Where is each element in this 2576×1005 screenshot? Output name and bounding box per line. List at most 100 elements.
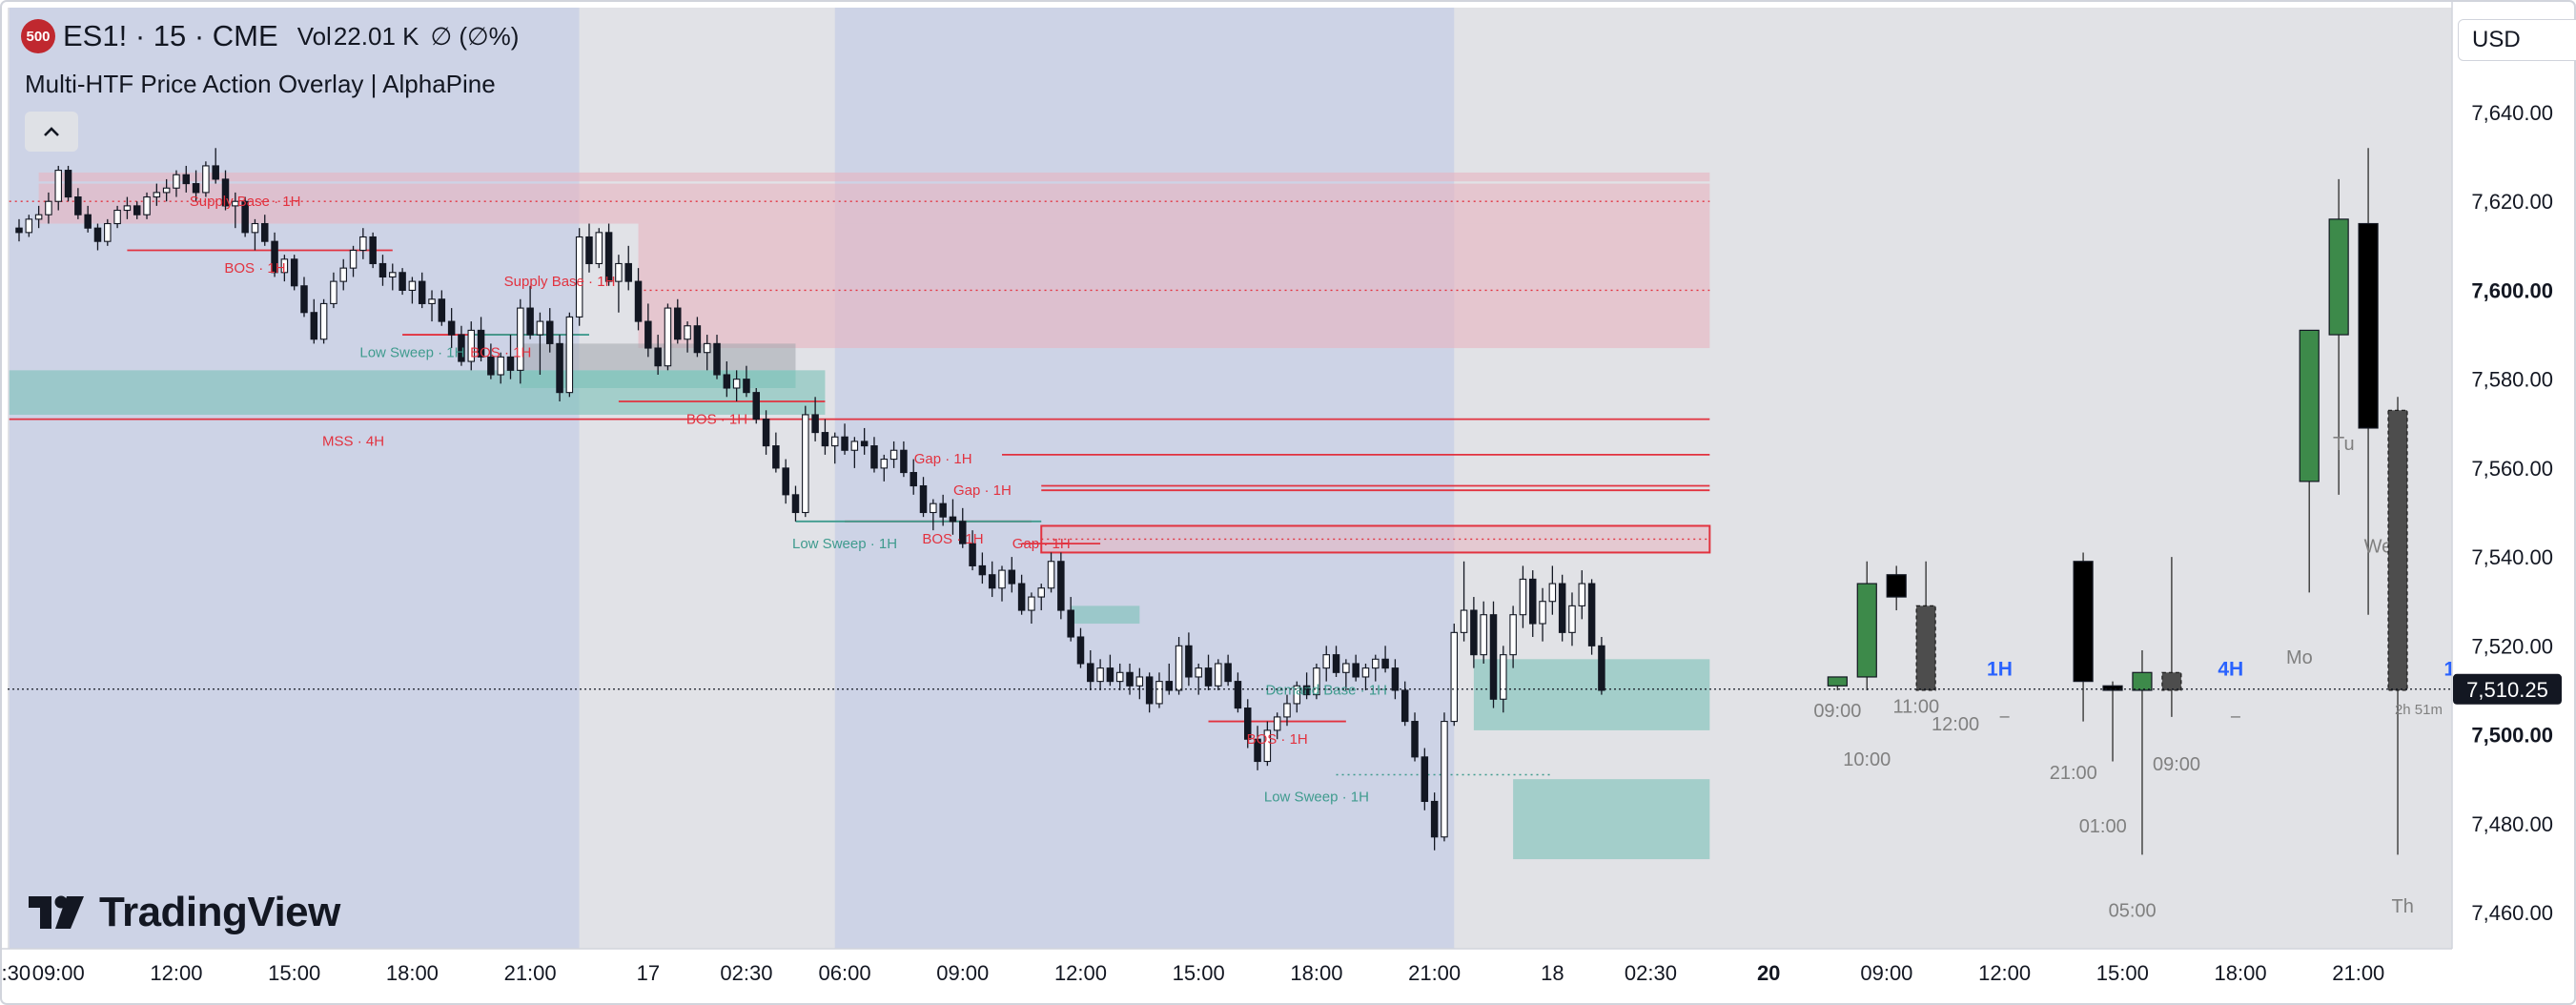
candle	[123, 196, 132, 219]
candle-body	[447, 320, 456, 336]
candle-body	[1578, 583, 1586, 606]
candle-body	[1302, 685, 1311, 696]
candle	[1470, 597, 1478, 668]
candle-body	[1539, 601, 1546, 625]
candle-body	[497, 356, 504, 376]
candle	[1293, 681, 1301, 713]
candle-body	[634, 280, 643, 322]
price-axis	[2452, 0, 2576, 1005]
candle	[1195, 663, 1202, 695]
candle	[723, 361, 731, 398]
candle-body	[1135, 676, 1144, 687]
candle-body	[221, 178, 230, 207]
candle-body	[565, 316, 574, 394]
candle-body	[949, 516, 957, 523]
candle-body	[782, 467, 789, 496]
candle	[1313, 663, 1320, 700]
price-tick-label: 7,560.00	[2471, 457, 2553, 481]
candle-body	[399, 272, 406, 291]
currency-selector[interactable]: USD	[2458, 19, 2576, 61]
time-tick-label: 21:00	[1408, 961, 1461, 985]
time-tick-label: 15:00	[268, 961, 320, 985]
price-tick-label: 7,480.00	[2471, 812, 2553, 836]
candle	[1135, 667, 1144, 700]
session-shade	[9, 8, 580, 949]
candle-body	[732, 379, 741, 389]
candle	[143, 192, 151, 219]
candle	[54, 165, 62, 211]
candle	[743, 365, 750, 398]
candle-body	[644, 320, 652, 349]
candle-body	[1598, 645, 1605, 691]
time-tick-label: 17	[637, 961, 660, 985]
time-tick-label: 12:00	[1054, 961, 1107, 985]
symbol-title[interactable]: ES1! · 15 · CME	[63, 19, 278, 52]
candle-body	[1215, 663, 1222, 687]
candle-body	[418, 280, 426, 304]
indicator-title[interactable]: Multi-HTF Price Action Overlay | AlphaPi…	[25, 70, 496, 98]
htf-time-label: 09:00	[2153, 754, 2200, 775]
zone-label: BOS · 1H	[224, 260, 285, 277]
time-tick-label: 18:00	[2215, 961, 2267, 985]
candle	[221, 170, 230, 211]
indicator-legend[interactable]: Multi-HTF Price Action Overlay | AlphaPi…	[25, 70, 496, 99]
candle-body	[369, 236, 377, 265]
htf-candle	[1915, 605, 1936, 691]
price-tick-label: 7,580.00	[2471, 368, 2553, 392]
candle	[1558, 574, 1566, 642]
collapse-legend-button[interactable]	[25, 112, 78, 152]
candle-body	[153, 192, 161, 198]
candle	[1441, 712, 1448, 842]
candle	[860, 427, 869, 455]
tradingview-logo[interactable]: TradingView	[27, 889, 340, 936]
htf-time-label: Mo	[2286, 647, 2313, 668]
candle-body	[487, 356, 495, 376]
candle	[1017, 574, 1026, 615]
candle-body	[1204, 667, 1213, 687]
candle	[349, 245, 358, 277]
candle	[25, 215, 33, 237]
candle-body	[526, 307, 534, 336]
candle-body	[703, 342, 711, 354]
candle-body	[910, 471, 917, 487]
candle	[1460, 561, 1468, 642]
candle	[1224, 654, 1232, 687]
candle-body	[241, 200, 249, 234]
candle-body	[802, 414, 809, 514]
candle	[1450, 624, 1459, 727]
candle-body	[830, 436, 839, 447]
candle-body	[1587, 583, 1596, 646]
htf-time-label: We	[2364, 536, 2393, 557]
htf-candle	[2073, 561, 2094, 683]
candle-body	[202, 165, 210, 194]
candle	[585, 223, 593, 273]
candle	[477, 317, 485, 362]
candle-body	[1352, 663, 1360, 678]
candle	[260, 215, 269, 246]
supply-zone	[638, 223, 1710, 349]
candles-layer	[15, 148, 1605, 851]
contract-badge[interactable]: 500	[21, 19, 55, 53]
htf-time-label: 09:00	[1813, 701, 1861, 722]
bar-countdown: 2h 51m	[2395, 702, 2443, 718]
candle	[1372, 654, 1380, 682]
candle	[113, 205, 121, 229]
zone-label: BOS · 1H	[686, 411, 747, 427]
candle	[93, 223, 102, 251]
symbol-legend: 500 ES1! · 15 · CME Vol 22.01 K ∅ (∅%)	[21, 19, 519, 53]
zone-label: Demand Base · 1H	[1265, 683, 1387, 699]
candle	[1215, 659, 1222, 690]
candle-body	[743, 379, 750, 394]
candle	[1047, 552, 1055, 593]
candle	[64, 165, 72, 202]
candle-body	[84, 214, 92, 229]
candle	[930, 499, 937, 531]
htf-candle	[2299, 329, 2320, 482]
candle-body	[772, 445, 780, 469]
candle-body	[791, 494, 800, 514]
candle	[910, 459, 917, 495]
candle-body	[310, 312, 318, 340]
